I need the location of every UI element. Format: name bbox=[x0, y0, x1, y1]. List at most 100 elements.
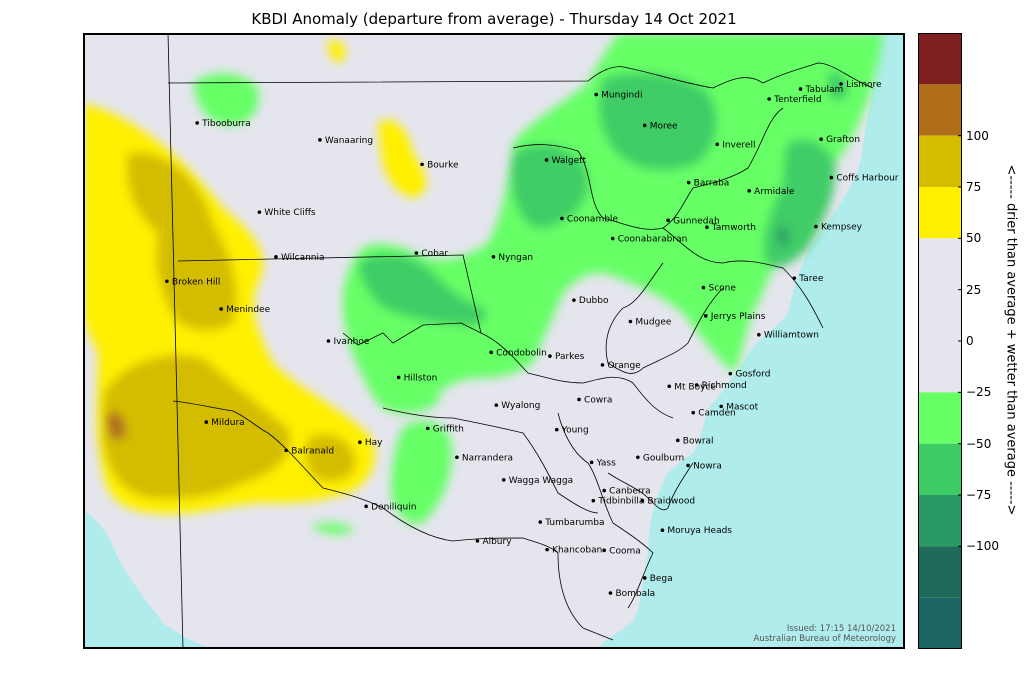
town-marker: Mt Boyce bbox=[667, 382, 716, 392]
colorbar-band bbox=[918, 495, 962, 547]
town-marker: Deniliquin bbox=[364, 502, 416, 512]
map-title: KBDI Anomaly (departure from average) - … bbox=[251, 10, 737, 28]
town-label: Coonamble bbox=[567, 214, 618, 224]
town-label: Tamworth bbox=[711, 223, 756, 233]
town-dot bbox=[364, 504, 368, 509]
nsw-qld-border bbox=[167, 62, 874, 89]
town-marker: Mudgee bbox=[628, 318, 672, 328]
wetter-area-deniliquin bbox=[391, 420, 452, 524]
colorbar-label: <----- drier than average + wetter than … bbox=[1003, 164, 1019, 516]
town-dot bbox=[703, 314, 708, 318]
town-marker: Walgett bbox=[544, 156, 587, 166]
town-dot bbox=[195, 121, 199, 125]
town-label: Jerrys Plains bbox=[710, 312, 766, 322]
drier-area-mildura bbox=[103, 354, 291, 500]
town-marker: Bombala bbox=[608, 589, 655, 599]
wetter-area-ivanhoe bbox=[358, 254, 487, 326]
town-label: Balranald bbox=[291, 446, 334, 456]
town-dot bbox=[548, 354, 552, 358]
town-marker: Dubbo bbox=[572, 296, 609, 306]
colorbar-band bbox=[918, 84, 962, 136]
town-label: Moree bbox=[650, 121, 678, 131]
town-marker: Mascot bbox=[719, 402, 759, 412]
town-dot bbox=[819, 137, 823, 142]
colorbar-tick-label: −100 bbox=[966, 539, 999, 554]
town-marker: Cooma bbox=[602, 546, 641, 556]
town-label: Narrandera bbox=[462, 453, 513, 463]
map-frame bbox=[83, 33, 905, 649]
town-label: Williamtown bbox=[764, 331, 819, 341]
town-label: Condobolin bbox=[496, 348, 547, 358]
fire-district-tablelands bbox=[662, 227, 824, 329]
town-label: Cobar bbox=[421, 249, 448, 259]
town-label: Mt Boyce bbox=[674, 382, 716, 392]
colorbar-tick-label: 100 bbox=[966, 128, 989, 143]
town-dot bbox=[165, 279, 169, 284]
town-label: Wilcannia bbox=[281, 253, 325, 263]
town-dot bbox=[589, 460, 594, 465]
drier-area-broken-hill bbox=[126, 152, 237, 331]
town-label: Lismore bbox=[846, 80, 882, 90]
town-label: Young bbox=[561, 426, 589, 436]
town-marker: Inverell bbox=[715, 140, 755, 150]
town-marker: Bowral bbox=[676, 436, 714, 446]
town-marker: Coonamble bbox=[560, 214, 618, 224]
town-dot bbox=[628, 319, 633, 324]
town-marker: Condobolin bbox=[489, 348, 547, 358]
town-label: Gosford bbox=[735, 370, 770, 380]
town-label: Scone bbox=[708, 284, 736, 294]
town-dot bbox=[560, 216, 564, 221]
town-dot bbox=[554, 427, 559, 432]
issued-agency: Australian Bureau of Meteorology bbox=[753, 634, 896, 644]
town-marker: Cowra bbox=[577, 395, 612, 405]
town-marker: Wyalong bbox=[494, 401, 540, 411]
issued-time: Issued: 17:15 14/10/2021 bbox=[786, 624, 896, 634]
town-dot bbox=[686, 180, 691, 185]
town-marker: Scone bbox=[701, 284, 736, 294]
town-marker: White Cliffs bbox=[257, 208, 316, 218]
town-dot bbox=[667, 384, 672, 389]
fire-district-hunter bbox=[605, 262, 724, 374]
town-marker: Narrandera bbox=[455, 453, 513, 463]
town-label: Cowra bbox=[584, 395, 612, 405]
wetter-area-north-coast bbox=[828, 71, 848, 101]
town-dot bbox=[792, 276, 797, 280]
town-marker: Gunnedah bbox=[666, 216, 720, 226]
town-label: Canberra bbox=[609, 487, 651, 497]
town-marker: Richmond bbox=[694, 381, 747, 391]
town-dot bbox=[676, 438, 680, 443]
town-dot bbox=[501, 478, 506, 482]
colorbar-tick-label: −25 bbox=[966, 385, 992, 400]
town-dot bbox=[640, 498, 645, 503]
town-label: Tenterfield bbox=[773, 95, 821, 105]
anomaly-field bbox=[83, 33, 883, 535]
town-dot bbox=[691, 410, 696, 415]
town-marker: Tibooburra bbox=[195, 119, 251, 129]
town-marker: Wagga Wagga bbox=[501, 476, 573, 486]
colorbar-band bbox=[918, 33, 962, 85]
town-marker: Yass bbox=[589, 458, 616, 468]
town-label: Dubbo bbox=[579, 296, 609, 306]
town-dot bbox=[545, 547, 549, 552]
drier-area-wanaaring bbox=[378, 119, 427, 198]
town-dot bbox=[538, 520, 543, 524]
town-label: Tumbarumba bbox=[544, 518, 604, 528]
town-marker: Tabulam bbox=[798, 85, 843, 95]
town-label: Bega bbox=[650, 574, 673, 584]
nsw-sa-border bbox=[167, 33, 184, 649]
town-marker: Orange bbox=[600, 361, 641, 371]
nsw-vic-border bbox=[172, 400, 614, 641]
wetter-area-moree bbox=[599, 73, 717, 170]
town-label: Goulburn bbox=[643, 453, 684, 463]
town-label: Mungindi bbox=[601, 91, 642, 101]
town-dot bbox=[666, 218, 670, 223]
town-marker: Braidwood bbox=[640, 497, 695, 507]
town-label: Griffith bbox=[433, 424, 464, 434]
town-dot bbox=[719, 404, 723, 409]
town-label: Tidbinbilla bbox=[597, 497, 644, 507]
town-marker: Mildura bbox=[204, 418, 245, 428]
colorbar-band bbox=[918, 238, 962, 393]
town-dot bbox=[396, 375, 401, 380]
town-dot bbox=[219, 307, 223, 311]
town-label: Cooma bbox=[609, 546, 641, 556]
